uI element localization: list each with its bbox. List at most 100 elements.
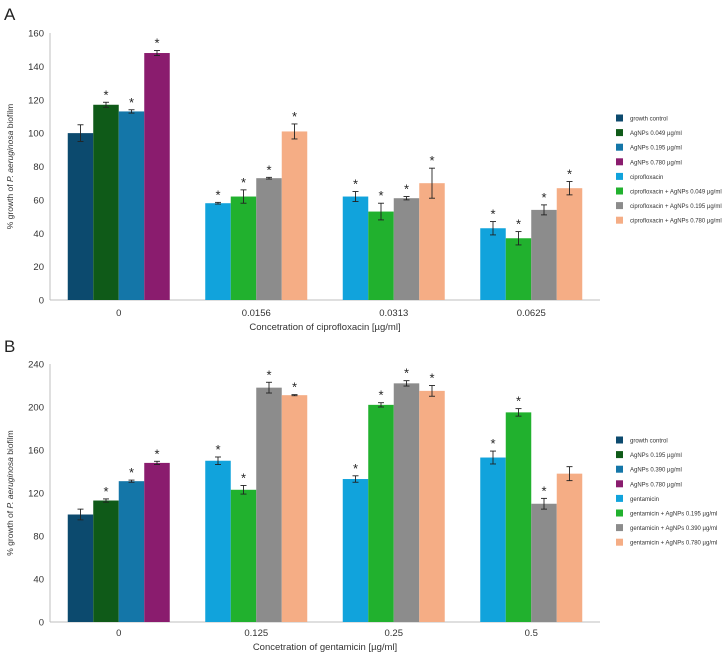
significance-star: * [541,190,546,205]
legend-label: ciprofloxacin + AgNPs 0.195 µg/ml [630,204,722,210]
significance-star: * [404,182,409,197]
legend-swatch [616,158,623,166]
x-axis-label: Concetration of ciprofloxacin [µg/ml] [249,322,400,333]
legend-label: gentamicin [630,497,659,503]
significance-star: * [241,175,246,190]
bar [505,412,532,622]
significance-star: * [292,109,297,124]
legend-swatch [616,436,623,444]
significance-star: * [404,366,409,381]
x-tick-label: 0.25 [385,628,404,639]
significance-star: * [103,484,108,499]
bar [144,53,170,301]
y-tick-label: 140 [28,62,44,73]
legend-label: gentamicin + AgNPs 0.390 µg/ml [630,526,717,532]
panel-letter: A [4,5,16,24]
legend-swatch [616,172,623,180]
significance-star: * [353,177,358,192]
significance-star: * [541,483,546,498]
legend-swatch [616,538,623,546]
legend-swatch [616,114,623,122]
significance-star: * [292,380,297,395]
bar [419,183,445,300]
significance-star: * [129,465,134,480]
bar [93,104,119,300]
bar [342,479,369,622]
bar [281,131,308,300]
bar [67,133,94,300]
bar [144,462,170,622]
significance-star: * [353,461,358,476]
legend-swatch [616,143,623,151]
legend-label: growth control [630,439,668,445]
bar [393,198,420,300]
bar [342,196,369,300]
legend-label: AgNPs 0.390 µg/ml [630,468,682,474]
y-tick-label: 160 [28,446,44,457]
y-tick-label: 0 [39,296,44,307]
significance-star: * [154,36,159,51]
y-tick-label: 100 [28,129,44,140]
y-tick-label: 240 [28,360,44,371]
significance-star: * [378,188,383,203]
bar [118,481,145,622]
y-tick-label: 60 [33,195,44,206]
y-tick-label: 160 [28,29,44,40]
legend-label: AgNPs 0.780 µg/ml [630,160,682,166]
legend-swatch [616,216,623,224]
y-tick-label: 80 [33,532,44,543]
x-tick-label: 0.0625 [517,308,546,319]
x-tick-label: 0.0313 [379,308,408,319]
y-tick-label: 120 [28,489,44,500]
legend-label: AgNPs 0.195 µg/ml [630,453,682,459]
legend-label: AgNPs 0.195 µg/ml [630,146,682,152]
bar [368,404,394,622]
legend-label: growth control [630,117,668,123]
legend-swatch [616,187,623,195]
x-tick-label: 0 [116,308,121,319]
x-tick-label: 0.5 [525,628,538,639]
legend-swatch [616,465,623,473]
bar [505,238,532,300]
significance-star: * [490,436,495,451]
legend-label: AgNPs 0.049 µg/ml [630,131,682,137]
y-tick-label: 120 [28,95,44,106]
legend-swatch [616,451,623,459]
significance-star: * [516,394,521,409]
bar [480,457,506,622]
x-tick-label: 0 [116,628,121,639]
legend-label: gentamicin + AgNPs 0.780 µg/ml [630,541,717,547]
significance-star: * [241,470,246,485]
panel-letter: B [4,337,15,356]
significance-star: * [429,371,434,386]
bar [531,209,557,300]
bar [556,473,583,622]
bar [368,211,394,300]
y-tick-label: 40 [33,575,44,586]
legend-swatch [616,494,623,502]
bar [256,178,282,300]
significance-star: * [567,167,572,182]
bar [230,489,257,622]
bar [67,514,94,622]
significance-star: * [129,95,134,110]
y-tick-label: 20 [33,262,44,273]
significance-star: * [378,388,383,403]
significance-star: * [154,446,159,461]
legend-swatch [616,129,623,137]
legend-label: ciprofloxacin [630,175,663,181]
significance-star: * [266,162,271,177]
legend-label: ciprofloxacin + AgNPs 0.780 µg/ml [630,219,722,225]
bar [256,387,282,622]
y-axis-label: % growth of P. aeruginosa biofilm [5,104,15,230]
bar [531,503,557,622]
y-tick-label: 200 [28,403,44,414]
bar [118,111,145,301]
x-axis-label: Concetration of gentamicin [µg/ml] [253,642,397,653]
bar [281,395,308,622]
legend-swatch [616,509,623,517]
legend-swatch [616,524,623,532]
significance-star: * [215,187,220,202]
significance-star: * [266,367,271,382]
